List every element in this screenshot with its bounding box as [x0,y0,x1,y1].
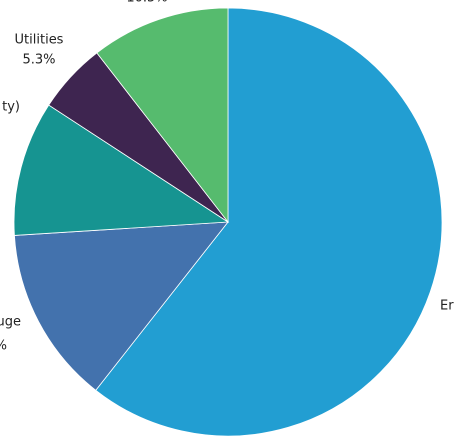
pie-slice [13,104,230,236]
slice-label: Utilities [15,33,64,48]
pie-slice [95,7,443,437]
slice-label: uge [0,315,21,330]
slice-label: Er [440,299,454,314]
slice-value-label: % [0,339,7,354]
pie-slice [96,7,229,224]
pie-slice [13,221,229,391]
slice-value-label: 10.5% [126,0,167,6]
slice-label: ty) [2,100,20,115]
slice-value-label: 5.3% [22,53,55,68]
